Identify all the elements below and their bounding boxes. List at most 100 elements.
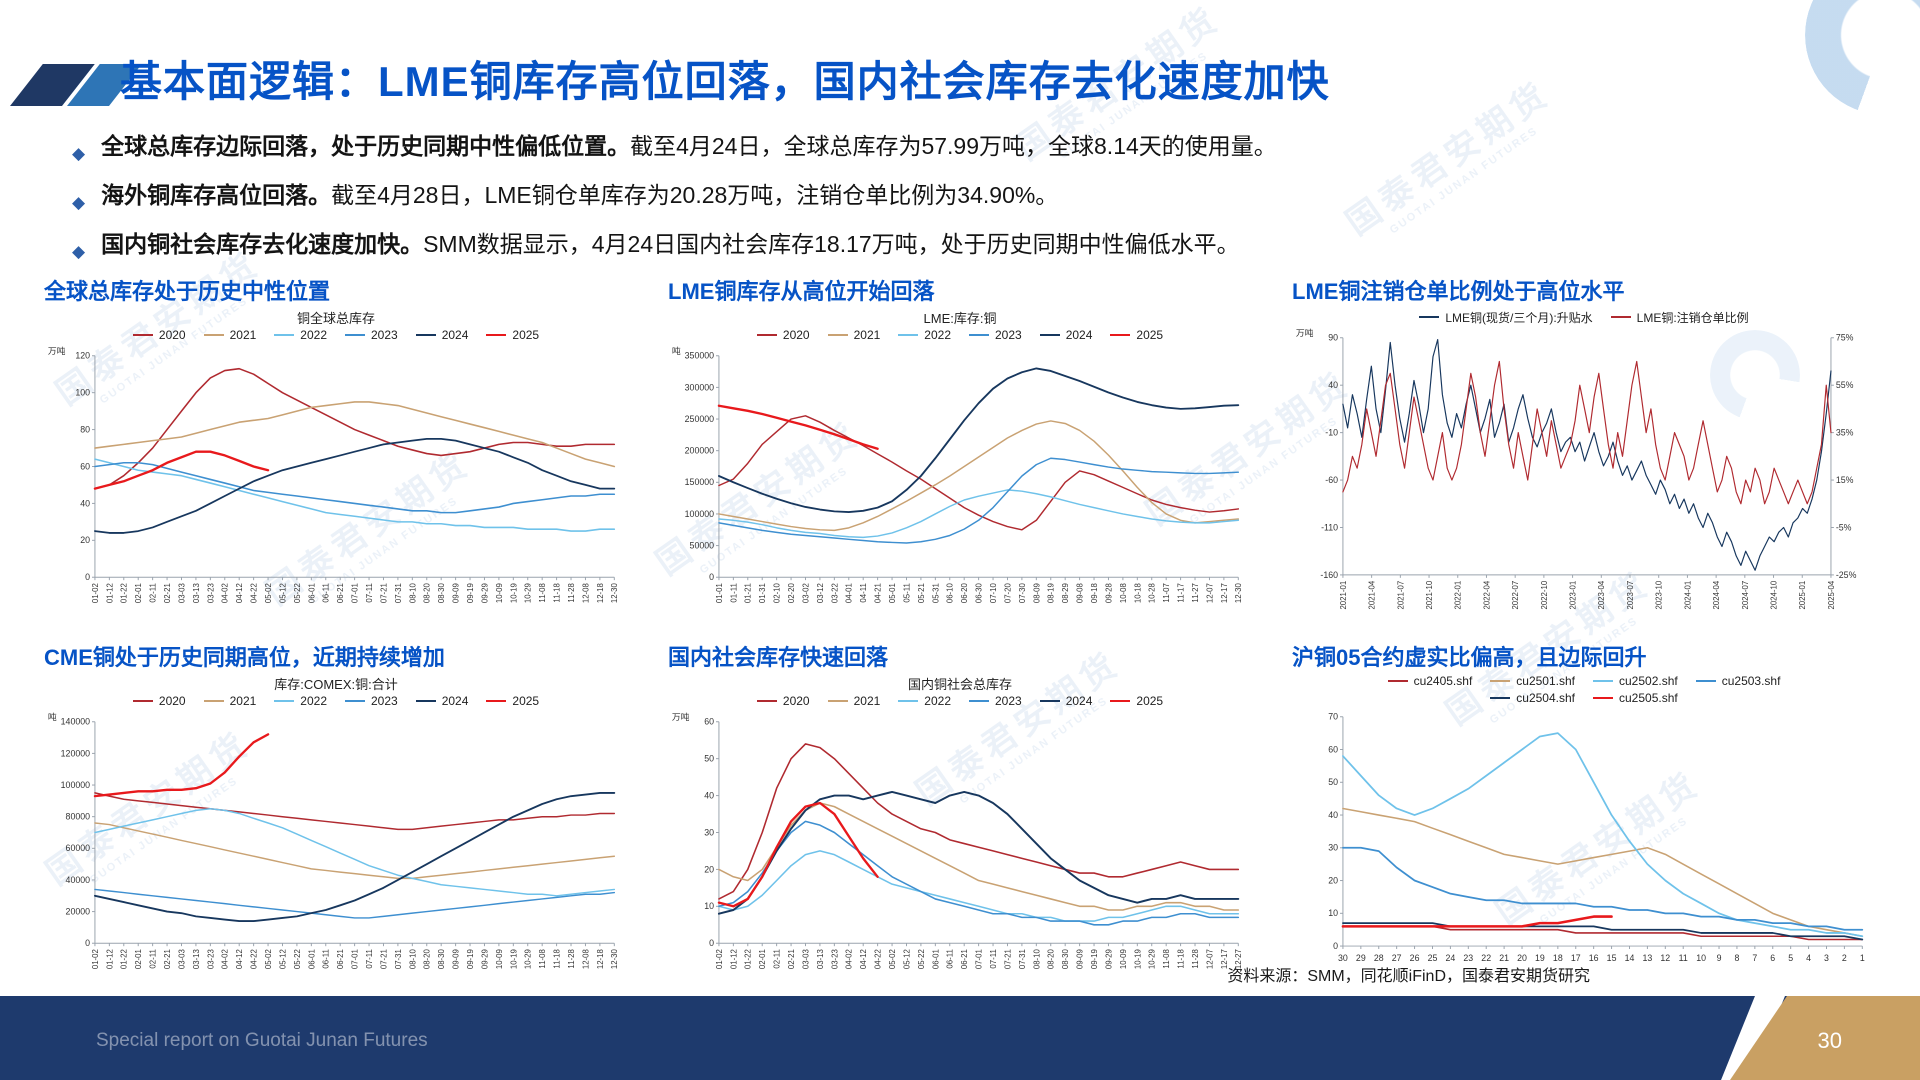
svg-text:2022-10: 2022-10 xyxy=(1540,580,1549,609)
legend-line-marker xyxy=(132,334,153,336)
svg-text:120: 120 xyxy=(75,351,90,361)
svg-text:12-08: 12-08 xyxy=(581,949,590,970)
legend-line-marker xyxy=(898,700,919,703)
svg-text:03-22: 03-22 xyxy=(830,583,839,603)
svg-text:04-21: 04-21 xyxy=(874,583,883,603)
svg-text:05-22: 05-22 xyxy=(293,949,302,969)
chart-inner-title: 国内铜社会总库存 xyxy=(907,677,1012,693)
svg-text:01-12: 01-12 xyxy=(105,583,114,603)
svg-text:70: 70 xyxy=(1328,712,1338,722)
legend-item: 2022 xyxy=(898,694,951,708)
svg-text:04-02: 04-02 xyxy=(845,949,854,969)
svg-text:12-18: 12-18 xyxy=(596,949,605,970)
legend-label: 2025 xyxy=(1136,328,1164,342)
svg-text:02-11: 02-11 xyxy=(149,949,158,968)
svg-text:12-17: 12-17 xyxy=(1220,583,1229,603)
legend-line-marker xyxy=(1490,680,1511,683)
svg-text:06-01: 06-01 xyxy=(307,949,316,969)
svg-text:03-13: 03-13 xyxy=(192,582,201,603)
svg-text:15%: 15% xyxy=(1836,475,1854,485)
legend-label: 2024 xyxy=(441,328,469,342)
svg-text:23: 23 xyxy=(1463,953,1473,963)
svg-text:15: 15 xyxy=(1607,953,1617,963)
bullet-text: 海外铜库存高位回落。截至4月28日，LME铜仓单库存为20.28万吨，注销仓单比… xyxy=(101,182,1059,208)
svg-text:50000: 50000 xyxy=(690,541,715,551)
svg-text:02-21: 02-21 xyxy=(163,583,172,603)
svg-text:02-01: 02-01 xyxy=(758,949,767,969)
legend-item: cu2405.shf xyxy=(1387,674,1472,688)
svg-text:50: 50 xyxy=(1328,777,1338,787)
bullet-list: ◆ 全球总库存边际回落，处于历史同期中性偏低位置。截至4月24日，全球总库存为5… xyxy=(72,130,1872,277)
svg-text:01-02: 01-02 xyxy=(91,949,100,969)
svg-text:06-11: 06-11 xyxy=(946,949,955,968)
svg-text:100000: 100000 xyxy=(685,509,714,519)
svg-text:60000: 60000 xyxy=(66,843,91,853)
legend-item: 2022 xyxy=(274,328,327,342)
svg-text:2024-10: 2024-10 xyxy=(1769,580,1778,609)
svg-text:05-12: 05-12 xyxy=(278,949,287,969)
svg-text:25: 25 xyxy=(1428,953,1438,963)
svg-text:350000: 350000 xyxy=(685,351,714,361)
svg-text:08-10: 08-10 xyxy=(408,582,417,603)
svg-text:12-30: 12-30 xyxy=(610,582,619,603)
legend-line-marker xyxy=(345,700,365,703)
legend-label: LME铜(现货/三个月):升贴水 xyxy=(1445,310,1593,325)
svg-text:05-12: 05-12 xyxy=(902,949,911,969)
chart-card-domestic-social-inventory: 国内社会库存快速回落 国内铜社会总库存 2020 2021 2022 2023 2024… xyxy=(666,640,1254,994)
svg-text:06-01: 06-01 xyxy=(307,583,316,603)
svg-text:12-17: 12-17 xyxy=(1220,949,1229,969)
legend-item: 2023 xyxy=(345,694,398,708)
svg-text:2023-04: 2023-04 xyxy=(1597,580,1606,609)
legend-line-marker xyxy=(203,334,224,336)
chart-inner-title: 铜全球总库存 xyxy=(296,311,375,326)
svg-text:17: 17 xyxy=(1571,953,1581,963)
svg-text:26: 26 xyxy=(1410,953,1420,963)
svg-text:05-01: 05-01 xyxy=(888,583,897,603)
page-title: 基本面逻辑：LME铜库存高位回落，国内社会库存去化速度加快 xyxy=(120,58,1330,105)
svg-text:09-08: 09-08 xyxy=(1076,582,1085,603)
svg-text:2025-04: 2025-04 xyxy=(1827,580,1836,609)
svg-text:12-27: 12-27 xyxy=(1234,949,1243,969)
legend-line-marker xyxy=(1490,697,1511,700)
legend-item: 2025 xyxy=(1110,328,1163,342)
svg-text:2022-01: 2022-01 xyxy=(1454,581,1463,610)
svg-text:01-21: 01-21 xyxy=(744,583,753,603)
legend-line-marker xyxy=(1419,316,1440,318)
legend-label: 2025 xyxy=(512,694,540,709)
legend-item: LME铜:注销仓单比例 xyxy=(1610,309,1749,326)
svg-text:09-18: 09-18 xyxy=(1090,582,1099,603)
legend-line-marker xyxy=(827,700,848,703)
legend-label: LME铜:注销仓单比例 xyxy=(1636,310,1749,325)
legend-label: 2020 xyxy=(158,694,186,709)
chart-legend: 2020 2021 2022 2023 2024 2025 xyxy=(666,692,1254,710)
svg-text:12-07: 12-07 xyxy=(1205,583,1214,603)
svg-text:16: 16 xyxy=(1589,953,1599,963)
svg-text:01-22: 01-22 xyxy=(120,583,129,603)
svg-text:200000: 200000 xyxy=(685,446,714,456)
svg-text:-110: -110 xyxy=(1321,522,1338,532)
chart-plot: 0 20000 40000 60000 80000 100000 120000 140000 0… xyxy=(48,711,619,970)
svg-text:03-13: 03-13 xyxy=(816,949,825,970)
svg-text:8: 8 xyxy=(1734,953,1739,963)
svg-text:14: 14 xyxy=(1625,953,1635,963)
legend-label: 2023 xyxy=(371,328,398,342)
svg-text:10-09: 10-09 xyxy=(1119,949,1128,969)
svg-text:140000: 140000 xyxy=(61,717,90,727)
svg-text:09-09: 09-09 xyxy=(452,949,461,969)
svg-text:03-02: 03-02 xyxy=(801,583,810,603)
svg-text:6: 6 xyxy=(1770,953,1775,963)
svg-text:-25%: -25% xyxy=(1836,570,1857,580)
svg-text:10-09: 10-09 xyxy=(495,583,504,603)
svg-text:07-21: 07-21 xyxy=(379,949,388,969)
svg-text:02-01: 02-01 xyxy=(134,583,143,603)
legend-line-marker xyxy=(1110,700,1131,703)
svg-text:11-27: 11-27 xyxy=(1191,583,1200,602)
svg-text:2021-01: 2021-01 xyxy=(1339,581,1348,610)
legend-item: 2023 xyxy=(969,694,1022,708)
chart-legend: cu2405.shf cu2501.shf cu2502.shf cu2503.shf… xyxy=(1349,674,1819,705)
svg-text:07-21: 07-21 xyxy=(379,583,388,603)
svg-text:12-08: 12-08 xyxy=(581,582,590,603)
svg-text:20: 20 xyxy=(704,865,714,875)
svg-text:04-12: 04-12 xyxy=(235,949,244,969)
